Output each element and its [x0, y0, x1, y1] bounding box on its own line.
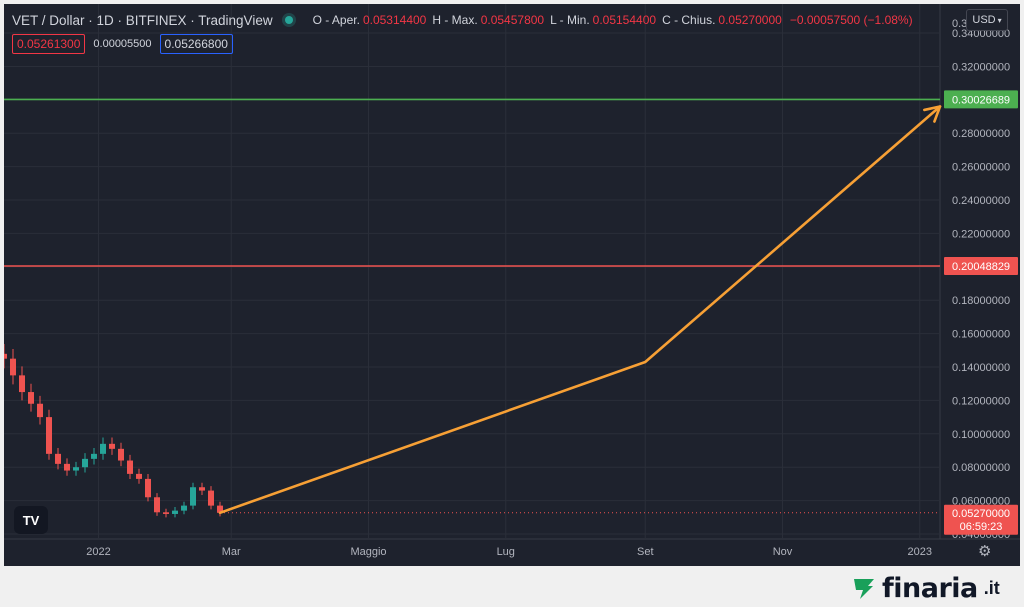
candle-body	[37, 403, 43, 418]
open-label: O - Aper.	[312, 13, 360, 27]
target-price-badge	[944, 90, 1018, 109]
candle-body	[4, 353, 7, 359]
candle-body	[136, 473, 142, 479]
chevron-down-icon: ▾	[997, 15, 1002, 25]
candle-body	[82, 458, 88, 468]
y-tick-label: 0.12000000	[952, 395, 1010, 407]
price-axis	[940, 4, 1020, 566]
support-price-label: 0.20048829	[952, 261, 1010, 273]
candle-body	[46, 417, 52, 454]
gear-icon[interactable]: ⚙	[978, 543, 992, 560]
y-tick-label: 0.28000000	[952, 128, 1010, 140]
brand-tld: .it	[983, 577, 1000, 598]
x-tick-label: Maggio	[350, 546, 386, 558]
candle-body	[163, 512, 169, 514]
y-tick-label: 0.18000000	[952, 295, 1010, 307]
currency-label: USD	[972, 14, 996, 26]
spread-value: 0.00005500	[93, 38, 152, 50]
candle-body	[217, 505, 223, 513]
ask-button[interactable]: 0.05266800	[159, 34, 233, 54]
candle-body	[19, 375, 25, 393]
projection-arrowhead	[923, 105, 942, 123]
bid-button[interactable]: 0.05261300	[12, 34, 86, 54]
projection-arrow	[218, 105, 942, 515]
low-value: 0.05154400	[592, 13, 657, 27]
price-chart[interactable]: 0.340000000.320000000.300000000.28000000…	[4, 4, 1020, 566]
close-label: C - Chius.	[662, 13, 716, 27]
x-tick-label: Lug	[497, 546, 515, 558]
x-tick-label: 2022	[86, 546, 110, 558]
candle-body	[55, 453, 61, 464]
candle-body	[73, 467, 79, 471]
countdown-label: 06:59:23	[960, 521, 1003, 533]
bid-ask-row: 0.05261300 0.00005500 0.05266800	[12, 34, 233, 54]
finaria-logo-icon	[854, 579, 874, 599]
high-value: 0.05457800	[480, 13, 545, 27]
x-tick-label: Nov	[773, 546, 793, 558]
change-value: −0.00057500 (−1.08%)	[789, 13, 913, 27]
candle-body	[172, 510, 178, 514]
y-tick-label: 0.14000000	[952, 362, 1010, 374]
currency-button[interactable]: USD ▾	[966, 9, 1008, 31]
symbol-title[interactable]: VET / Dollar · 1D · BITFINEX · TradingVi…	[12, 12, 273, 28]
candle-body	[118, 448, 124, 461]
low-label: L - Min.	[550, 13, 590, 27]
candle-body	[199, 487, 205, 491]
candle-body	[208, 490, 214, 506]
x-tick-label: Mar	[222, 546, 241, 558]
y-tick-label: 0.10000000	[952, 429, 1010, 441]
market-status-icon	[284, 16, 293, 24]
candle-body	[64, 463, 70, 471]
logo-label: TV	[22, 512, 40, 528]
candle-body	[28, 392, 34, 404]
close-value: 0.05270000	[718, 13, 782, 27]
candle-body	[154, 497, 160, 513]
finaria-brand[interactable]: finaria .it	[852, 572, 1000, 604]
target-price-label: 0.30026689	[952, 94, 1010, 106]
candle-body	[145, 478, 151, 498]
candle-body	[127, 460, 133, 474]
y-tick-label: 0.26000000	[952, 162, 1010, 174]
last-price-badge	[944, 504, 1018, 535]
candle-body	[91, 453, 97, 459]
last-price-label: 0.05270000	[952, 508, 1010, 520]
candle-body	[100, 443, 106, 454]
high-label: H - Max.	[432, 13, 478, 27]
brand-name: finaria	[882, 572, 978, 604]
y-tick-label: 0.3	[952, 18, 967, 30]
support-price-badge	[944, 257, 1018, 276]
y-tick-label: 0.16000000	[952, 329, 1010, 341]
y-tick-label: 0.08000000	[952, 462, 1010, 474]
candle-body	[190, 487, 196, 506]
chart-header: VET / Dollar · 1D · BITFINEX · TradingVi…	[12, 10, 913, 30]
tradingview-logo[interactable]: TV	[14, 506, 48, 534]
y-tick-label: 0.32000000	[952, 61, 1010, 73]
chart-panel[interactable]: 0.340000000.320000000.300000000.28000000…	[4, 4, 1020, 566]
y-tick-label: 0.34000000	[952, 28, 1010, 40]
x-tick-label: Set	[637, 546, 654, 558]
y-tick-label: 0.06000000	[952, 496, 1010, 508]
candle-body	[10, 358, 16, 376]
candle-body	[181, 505, 187, 511]
open-value: 0.05314400	[362, 13, 427, 27]
candle-body	[109, 443, 115, 449]
y-tick-label: 0.24000000	[952, 195, 1010, 207]
x-tick-label: 2023	[908, 546, 932, 558]
y-tick-label: 0.22000000	[952, 228, 1010, 240]
